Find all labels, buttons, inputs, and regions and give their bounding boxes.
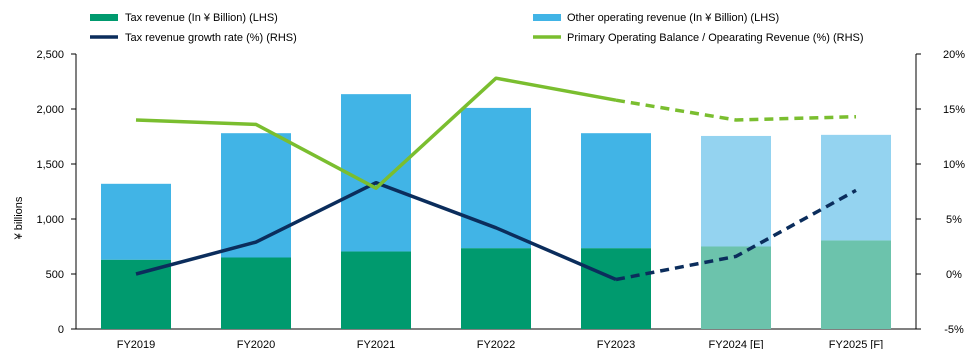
y-tick-label-left: 1,000 bbox=[36, 214, 64, 226]
line-tax-growth-actual bbox=[135, 180, 617, 282]
legend-label-primary-balance: Primary Operating Balance / Opearating R… bbox=[567, 32, 864, 44]
y-tick-label-left: 1,500 bbox=[36, 159, 64, 171]
y-tick-label-right: 10% bbox=[943, 159, 965, 171]
y-tick-label-left: 0 bbox=[58, 324, 64, 336]
axes: 0 500 1,000 1,500 2,000 2,500 -5% 0% 5% 10% 15% 20%… bbox=[36, 49, 965, 351]
bar-other-revenue bbox=[221, 133, 291, 258]
legend-label-tax-revenue: Tax revenue (In ¥ Billion) (LHS) bbox=[125, 12, 278, 24]
y-tick-label-right: 0% bbox=[946, 269, 962, 281]
x-tick-label: FY2021 bbox=[357, 339, 396, 349]
bars bbox=[101, 94, 891, 329]
legend-swatch-tax-revenue bbox=[90, 14, 118, 21]
line-tax-growth-projected bbox=[615, 188, 857, 282]
line-primary-balance-actual bbox=[135, 76, 617, 190]
legend-swatch-other-revenue bbox=[533, 14, 561, 21]
bar-tax-revenue bbox=[701, 246, 771, 329]
legend-label-other-revenue: Other operating revenue (In ¥ Billion) (… bbox=[567, 12, 779, 24]
y-tick-label-left: 2,500 bbox=[36, 49, 64, 61]
x-tick-label: FY2020 bbox=[237, 339, 276, 349]
x-tick-label: FY2023 bbox=[597, 339, 636, 349]
lines bbox=[135, 76, 857, 282]
bar-other-revenue bbox=[701, 135, 771, 247]
bar-other-revenue bbox=[581, 133, 651, 249]
bar-tax-revenue bbox=[461, 248, 531, 329]
y-tick-label-right: -5% bbox=[944, 324, 964, 336]
bar-other-revenue bbox=[101, 183, 171, 260]
legend: Tax revenue (In ¥ Billion) (LHS) Other o… bbox=[90, 12, 864, 44]
bar-other-revenue bbox=[341, 94, 411, 252]
x-tick-label: FY2024 [E] bbox=[708, 339, 763, 349]
bar-tax-revenue bbox=[341, 251, 411, 329]
bar-other-revenue bbox=[461, 107, 531, 249]
y-tick-label-right: 5% bbox=[946, 214, 962, 226]
bar-tax-revenue bbox=[821, 240, 891, 329]
y-tick-label-right: 15% bbox=[943, 104, 965, 116]
x-tick-label: FY2022 bbox=[477, 339, 516, 349]
y-tick-label-right: 20% bbox=[943, 49, 965, 61]
legend-label-tax-growth: Tax revenue growth rate (%) (RHS) bbox=[125, 32, 297, 44]
bar-tax-revenue bbox=[221, 257, 291, 329]
y-tick-label-left: 500 bbox=[46, 269, 64, 281]
bar-other-revenue bbox=[821, 134, 891, 241]
line-primary-balance-projected bbox=[615, 98, 857, 122]
bar-tax-revenue bbox=[101, 259, 171, 329]
x-tick-label: FY2019 bbox=[117, 339, 156, 349]
y-axis-label: ¥ billions bbox=[13, 196, 25, 240]
x-tick-label: FY2025 [F] bbox=[829, 339, 883, 349]
bar-tax-revenue bbox=[581, 248, 651, 329]
y-tick-label-left: 2,000 bbox=[36, 104, 64, 116]
